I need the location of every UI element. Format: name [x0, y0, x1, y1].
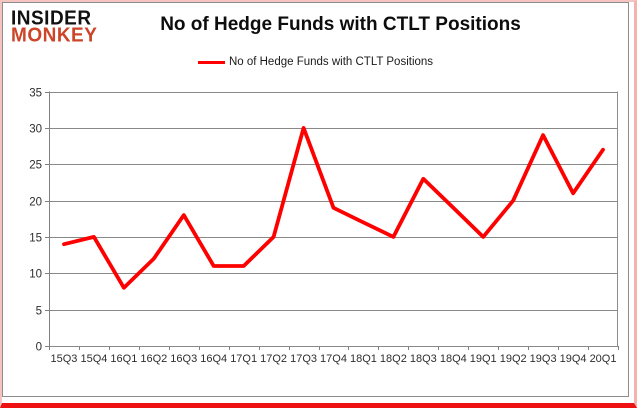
- svg-text:0: 0: [36, 342, 42, 354]
- chart-canvas: INSIDER MONKEY No of Hedge Funds with CT…: [2, 2, 629, 397]
- svg-text:16Q4: 16Q4: [200, 353, 227, 365]
- svg-text:20Q1: 20Q1: [590, 353, 617, 365]
- svg-text:18Q4: 18Q4: [440, 353, 467, 365]
- svg-text:17Q2: 17Q2: [260, 353, 287, 365]
- svg-text:19Q2: 19Q2: [500, 353, 527, 365]
- svg-text:16Q3: 16Q3: [170, 353, 197, 365]
- x-axis-labels: 15Q3 15Q4 16Q1 16Q2 16Q3 16Q4 17Q1 17Q2 17Q3 17Q4…: [51, 353, 617, 365]
- svg-text:20: 20: [29, 197, 42, 209]
- svg-text:18Q2: 18Q2: [380, 353, 407, 365]
- axes: [49, 91, 619, 350]
- svg-text:19Q1: 19Q1: [470, 353, 497, 365]
- svg-text:18Q3: 18Q3: [410, 353, 437, 365]
- legend: No of Hedge Funds with CTLT Positions: [3, 56, 628, 68]
- y-axis-labels: 0 5 10 15 20 25 30 35: [29, 88, 42, 354]
- gridlines: [45, 92, 618, 347]
- svg-text:25: 25: [29, 160, 42, 172]
- svg-text:16Q1: 16Q1: [110, 353, 137, 365]
- logo-insider-text: INSIDER: [11, 7, 92, 30]
- svg-text:35: 35: [29, 88, 42, 100]
- chart-title: No of Hedge Funds with CTLT Positions: [160, 14, 521, 35]
- series-line: [62, 126, 605, 290]
- svg-text:16Q2: 16Q2: [140, 353, 167, 365]
- svg-text:17Q4: 17Q4: [320, 353, 347, 365]
- legend-label: No of Hedge Funds with CTLT Positions: [228, 56, 434, 68]
- svg-text:15: 15: [29, 233, 42, 245]
- svg-text:15Q3: 15Q3: [51, 353, 78, 365]
- svg-text:18Q1: 18Q1: [350, 353, 377, 365]
- svg-text:17Q3: 17Q3: [290, 353, 317, 365]
- insider-monkey-logo: INSIDER MONKEY: [11, 7, 98, 48]
- svg-text:17Q1: 17Q1: [230, 353, 257, 365]
- logo-monkey-text: MONKEY: [11, 25, 98, 48]
- svg-text:15Q4: 15Q4: [80, 353, 107, 365]
- legend-line-swatch: [197, 60, 225, 64]
- svg-text:19Q4: 19Q4: [560, 353, 587, 365]
- svg-text:5: 5: [36, 306, 42, 318]
- svg-text:19Q3: 19Q3: [530, 353, 557, 365]
- svg-text:10: 10: [29, 269, 42, 281]
- svg-text:30: 30: [29, 124, 42, 136]
